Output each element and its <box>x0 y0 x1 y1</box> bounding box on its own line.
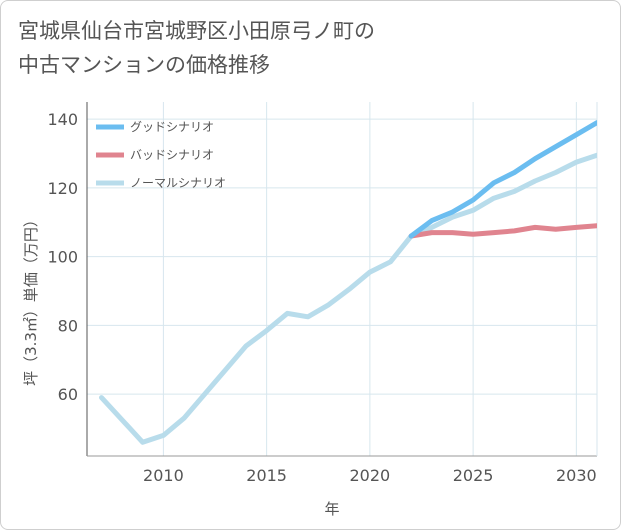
chart-title-line2: 中古マンションの価格推移 <box>18 53 270 77</box>
x-tick-label: 2025 <box>453 466 494 485</box>
y-tick-label: 100 <box>47 248 78 267</box>
y-tick-label: 140 <box>47 110 78 129</box>
x-tick-label: 2015 <box>246 466 287 485</box>
y-tick-label: 60 <box>58 385 78 404</box>
legend-label: バッドシナリオ <box>130 148 214 162</box>
legend-label: グッドシナリオ <box>130 120 214 134</box>
x-tick-label: 2010 <box>143 466 184 485</box>
chart-title: 宮城県仙台市宮城野区小田原弓ノ町の 中古マンションの価格推移 <box>18 14 598 82</box>
x-axis-title: 年 <box>324 500 339 518</box>
series-line-2 <box>99 152 597 445</box>
series-line-1 <box>408 223 597 239</box>
y-axis-title: 坪（3.3㎡）単価（万円） <box>22 212 40 386</box>
chart-title-line1: 宮城県仙台市宮城野区小田原弓ノ町の <box>18 19 375 43</box>
y-tick-label: 120 <box>47 179 78 198</box>
x-tick-label: 2030 <box>556 466 597 485</box>
series-line-0 <box>408 120 597 239</box>
y-tick-label: 80 <box>58 316 78 335</box>
x-tick-label: 2020 <box>350 466 391 485</box>
legend-label: ノーマルシナリオ <box>130 176 226 190</box>
